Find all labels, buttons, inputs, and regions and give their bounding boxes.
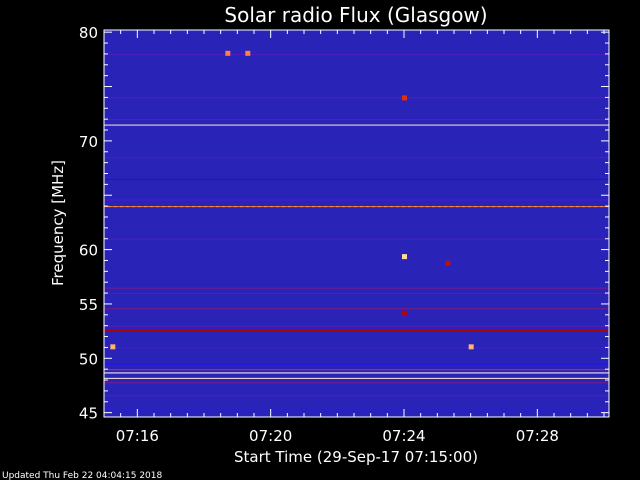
frequency-band-7 [104,363,609,365]
burst-point-6 [245,50,251,56]
burst-point-7 [445,260,451,266]
burst-point-4 [402,95,407,101]
frequency-band-2 [104,395,609,397]
y-axis: 45 50 55 60 70 80 [79,24,609,423]
frequency-band-19 [104,157,609,159]
plot-area [104,30,609,417]
frequency-band-22 [104,97,609,99]
frequency-band-1 [104,409,609,411]
burst-point-2 [402,310,407,316]
frequency-band-5 [104,372,609,374]
y-axis-label: Frequency [MHz] [49,160,67,286]
frequency-band-12 [104,308,609,310]
interference-pattern-0 [104,206,609,208]
x-tick-label-0: 07:16 [116,427,159,445]
frequency-band-23 [104,53,609,55]
frequency-band-14 [104,287,609,289]
frequency-band-6 [104,369,609,371]
plot-frame [103,29,610,418]
x-tick-label-3: 07:28 [516,427,559,445]
y-tick-label-0: 45 [79,405,98,423]
x-axis: 07:16 07:20 07:24 07:28 [103,30,605,445]
y-tick-label-7: 80 [79,24,98,42]
frequency-band-10 [104,325,609,327]
frequency-band-3 [104,382,609,384]
x-tick-label-1: 07:20 [249,427,292,445]
x-tick-label-2: 07:24 [382,427,425,445]
y-tick-label-3: 60 [79,242,98,260]
frequency-band-11 [104,316,609,318]
frequency-band-18 [104,178,609,180]
frequency-band-17 [104,199,609,201]
frequency-band-4 [104,377,609,379]
frequency-band-15 [104,238,609,240]
frequency-band-13 [104,293,609,295]
frequency-band-21 [104,119,609,121]
burst-point-3 [402,254,407,260]
x-axis-label: Start Time (29-Sep-17 07:15:00) [234,448,478,466]
heatmap-background [104,30,609,417]
burst-point-0 [110,344,116,350]
update-timestamp: Updated Thu Feb 22 04:04:15 2018 [2,471,163,480]
y-tick-label-5: 70 [79,133,98,151]
y-tick-label-2: 55 [79,296,98,314]
frequency-band-8 [104,347,609,349]
frequency-band-9 [104,330,609,332]
burst-point-1 [468,344,474,350]
burst-point-5 [225,50,231,56]
frequency-band-20 [104,124,609,126]
chart-title: Solar radio Flux (Glasgow) [224,3,487,27]
y-tick-label-1: 50 [79,350,98,368]
